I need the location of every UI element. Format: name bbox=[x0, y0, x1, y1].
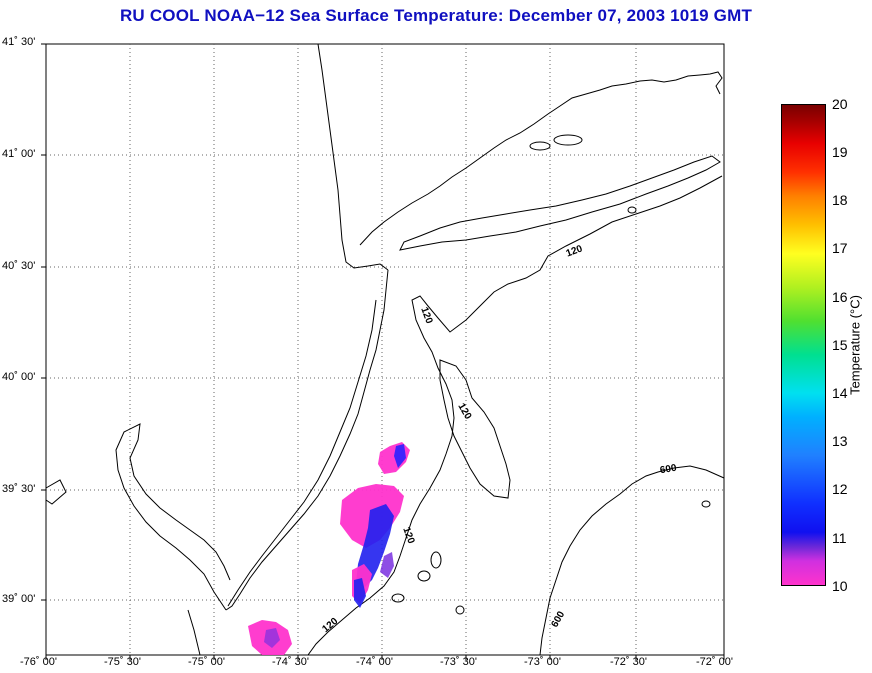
lon-label: -76˚ 00' bbox=[20, 656, 57, 668]
colorbar-tick: 14 bbox=[832, 385, 848, 401]
lon-label: -74˚ 00' bbox=[356, 656, 393, 668]
lat-label: 41˚ 00' bbox=[2, 148, 36, 160]
lat-label: 41˚ 30' bbox=[2, 36, 36, 48]
colorbar-tick: 15 bbox=[832, 337, 848, 353]
plot-frame bbox=[45, 43, 725, 656]
coastline-nj bbox=[225, 269, 389, 611]
coastline-ct bbox=[359, 71, 723, 246]
lon-label: -72˚ 30' bbox=[610, 656, 647, 668]
colorbar-tick: 20 bbox=[832, 96, 848, 112]
colorbar-tick: 13 bbox=[832, 433, 848, 449]
colorbar-title: Temperature (°C) bbox=[847, 295, 863, 395]
lon-label: -72˚ 00' bbox=[696, 656, 733, 668]
lat-label: 40˚ 00' bbox=[2, 371, 36, 383]
colorbar-tick: 16 bbox=[832, 289, 848, 305]
lon-label: -73˚ 30' bbox=[440, 656, 477, 668]
colorbar-tick: 17 bbox=[832, 240, 848, 256]
lat-label: 40˚ 30' bbox=[2, 260, 36, 272]
graticule bbox=[46, 44, 724, 655]
lon-label: -75˚ 00' bbox=[188, 656, 225, 668]
coastline-barrier bbox=[227, 299, 377, 607]
colorbar-tick: 19 bbox=[832, 144, 848, 160]
colorbar-tick: 11 bbox=[832, 530, 847, 546]
map-title: RU COOL NOAA−12 Sea Surface Temperature:… bbox=[119, 6, 753, 25]
isobath-600 bbox=[539, 465, 725, 656]
lon-label: -73˚ 00' bbox=[524, 656, 561, 668]
colorbar-tick: 10 bbox=[832, 578, 848, 594]
colorbar-tick: 18 bbox=[832, 192, 848, 208]
axis-ticks bbox=[41, 43, 725, 660]
lat-label: 39˚ 00' bbox=[2, 593, 36, 605]
contour-blobs bbox=[391, 134, 711, 615]
lat-label: 39˚ 30' bbox=[2, 483, 36, 495]
coastline-delmarva bbox=[45, 479, 201, 656]
lon-label: -74˚ 30' bbox=[272, 656, 309, 668]
coastline-delaware bbox=[115, 423, 231, 611]
isobath-120 bbox=[307, 175, 723, 656]
sst-patches bbox=[248, 442, 410, 655]
isobath-120-inner bbox=[439, 359, 511, 499]
lon-label: -75˚ 30' bbox=[104, 656, 141, 668]
coastline-long-island bbox=[399, 155, 721, 251]
colorbar-tick: 12 bbox=[832, 481, 848, 497]
temperature-colorbar bbox=[781, 104, 826, 586]
coastline-hudson bbox=[317, 43, 389, 271]
